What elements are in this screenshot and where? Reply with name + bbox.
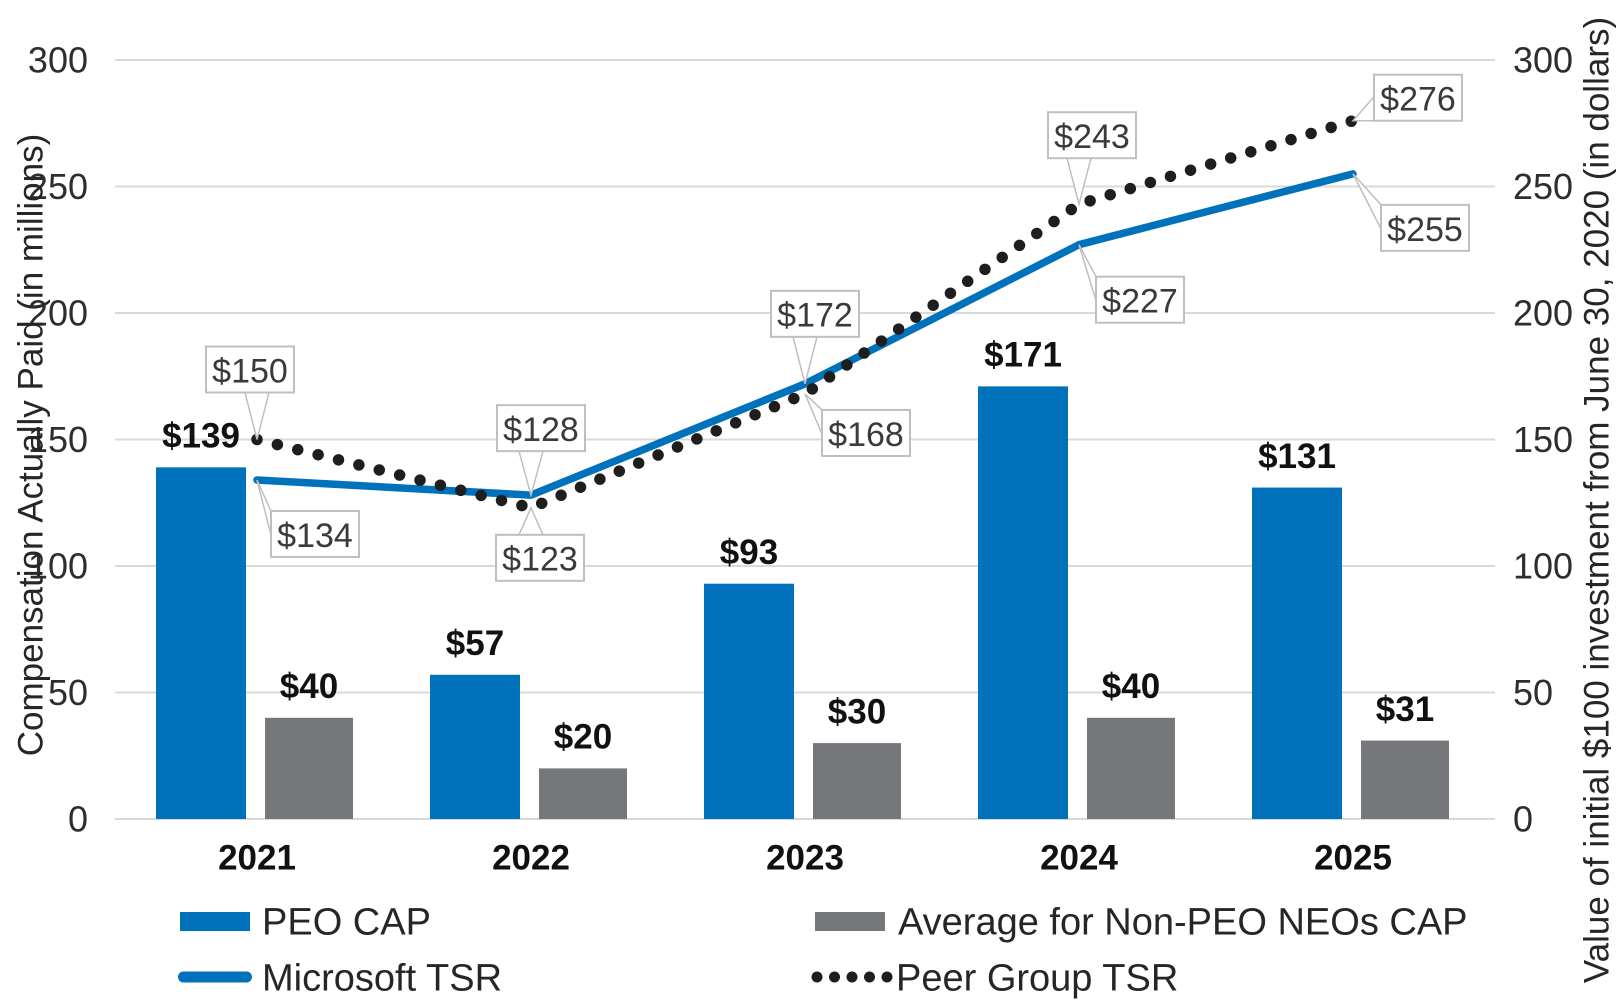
non-peo-neos-cap-bar-2025 [1361,740,1449,819]
left-axis-tick-label: 300 [28,40,88,81]
callout-label: $128 [503,411,579,449]
callout-leader [1352,173,1382,230]
left-axis-tick-label: 50 [48,672,88,713]
left-axis-tick-label: 250 [28,166,88,207]
right-axis-tick-label: 0 [1513,799,1533,840]
right-axis-tick-label: 100 [1513,546,1573,587]
right-axis-tick-label: 50 [1513,672,1553,713]
callout-label: $276 [1380,81,1456,119]
callout-label: $172 [777,297,853,335]
legend-dot [811,971,823,983]
x-axis-label-2025: 2025 [1314,838,1392,877]
callout-box [1373,73,1463,122]
callout-box [270,509,360,558]
legend-dot [829,971,840,983]
peer-group-tsr-line [251,114,1359,514]
x-axis-label-2024: 2024 [1040,838,1118,877]
legend-swatch-peo-cap [180,912,250,931]
callout-box [495,533,585,582]
callout-leader [1078,244,1097,301]
callout-label: $255 [1387,211,1463,249]
bar-data-label: $31 [1376,690,1434,729]
peo-cap-bar-2022 [430,674,520,819]
legend-label-average-for-non-peo-neos-cap: Average for Non-PEO NEOs CAP [898,901,1468,943]
bar-data-label: $131 [1258,437,1336,476]
bar-data-label: $93 [720,533,778,572]
bar-data-label: $139 [162,417,240,456]
right-axis-tick-label: 300 [1513,40,1573,81]
right-axis-title: Value of initial $100 investment from Ju… [1577,17,1616,983]
legend-dot [881,971,893,983]
callout-label: $150 [212,352,288,390]
legend-swatch-peer-group-tsr [811,971,893,983]
callout-label: $243 [1054,118,1130,156]
peo-cap-bar-2024 [978,386,1068,819]
peo-cap-bar-2021 [156,467,246,819]
callout-box [205,345,295,394]
callout-label: $168 [828,416,904,454]
left-axis-tick-label: 150 [28,419,88,460]
legend-swatch-average-for-non-peo-neos-cap [815,912,885,931]
bar-data-label: $30 [828,692,886,731]
non-peo-neos-cap-bar-2023 [813,743,901,819]
legend-label-peo-cap: PEO CAP [262,901,431,943]
legend-swatch-microsoft-tsr [178,971,252,983]
right-axis-tick-label: 250 [1513,166,1573,207]
callout-leader [517,505,545,536]
x-axis-label-2021: 2021 [218,838,296,877]
left-axis-tick-label: 100 [28,546,88,587]
legend-label-microsoft-tsr: Microsoft TSR [262,957,502,999]
callout-label: $123 [502,541,578,579]
bar-data-label: $40 [1102,667,1160,706]
x-axis-label-2022: 2022 [492,838,570,877]
left-axis-tick-label: 0 [68,799,88,840]
bar-data-label: $57 [446,624,504,663]
callout-leader [256,479,272,536]
bar-data-label: $171 [984,336,1062,375]
callout-label: $134 [277,517,353,555]
legend-label-peer-group-tsr: Peer Group TSR [896,957,1178,999]
legend-dot [846,971,858,983]
peo-cap-bar-2023 [704,583,794,819]
callout-leader [804,393,823,435]
non-peo-neos-cap-bar-2021 [265,717,353,819]
non-peo-neos-cap-bar-2024 [1087,717,1175,819]
callout-box [770,289,860,338]
x-axis-label-2023: 2023 [766,838,844,877]
callout-box [821,408,911,457]
left-axis-tick-label: 200 [28,293,88,334]
right-axis-tick-label: 150 [1513,419,1573,460]
right-axis-tick-label: 200 [1513,293,1573,334]
callout-leader [244,391,270,440]
legend-dot [864,971,875,983]
non-peo-neos-cap-bar-2022 [539,768,627,819]
left-axis-title: Compensation Actually Paid (in millions) [11,134,50,757]
callout-label: $227 [1102,283,1178,321]
callout-leader [1351,94,1375,122]
bar-data-label: $40 [280,667,338,706]
bar-data-label: $20 [554,718,612,757]
callout-box [1095,275,1185,324]
callout-box [496,404,586,453]
peo-cap-bar-2025 [1252,487,1342,819]
callout-box [1047,111,1137,160]
callout-box [1380,203,1470,252]
